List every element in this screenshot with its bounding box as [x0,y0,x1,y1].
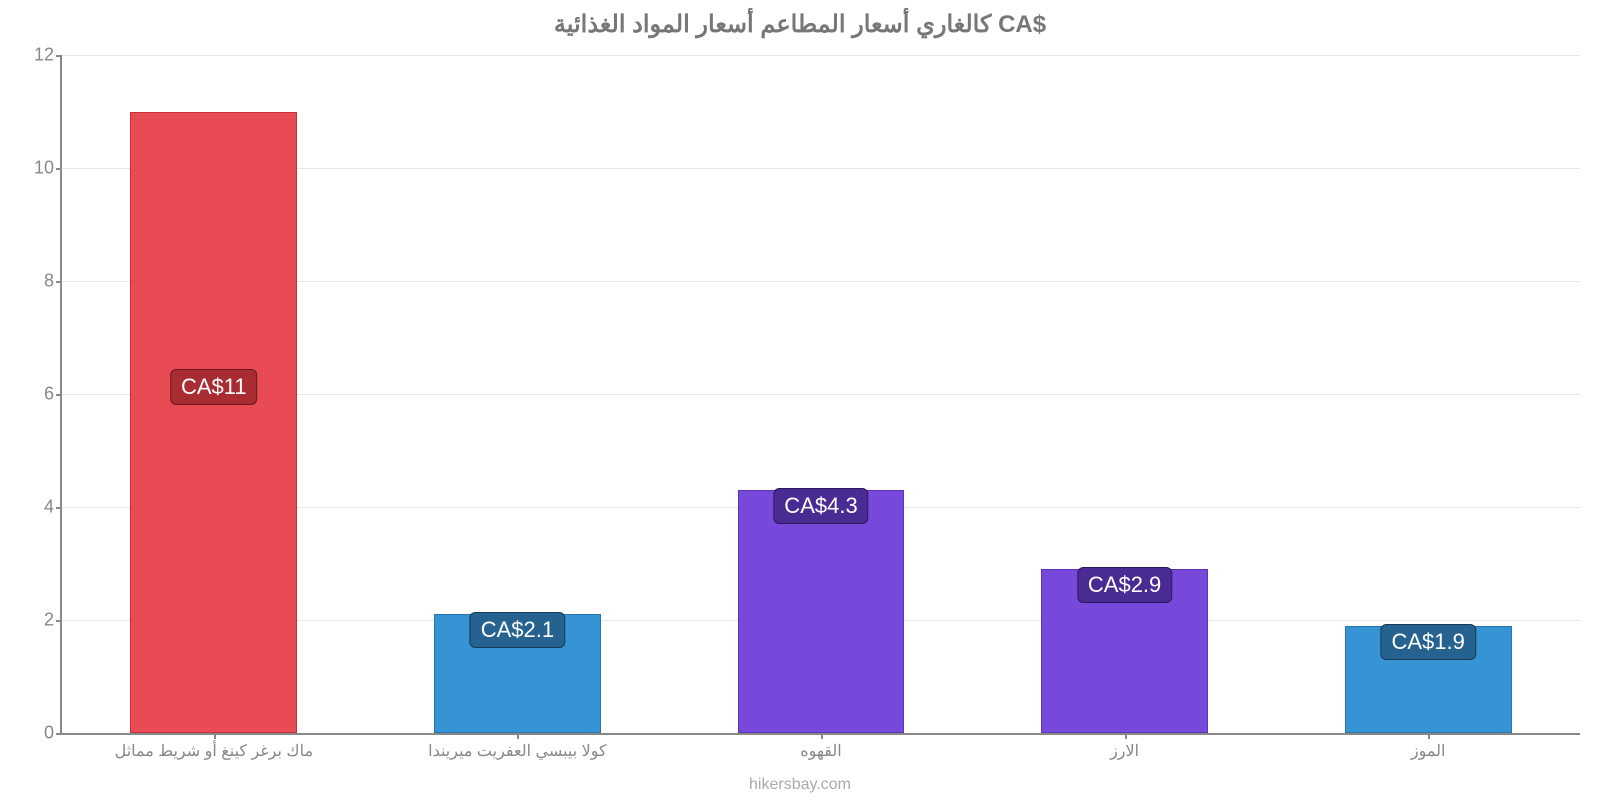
y-tick-label: 2 [44,610,62,631]
y-tick-label: 10 [34,158,62,179]
y-tick-label: 6 [44,384,62,405]
y-tick-label: 12 [34,45,62,66]
x-tick-label: الارز [1110,733,1139,761]
chart-container: كالغاري أسعار المطاعم أسعار المواد الغذا… [0,0,1600,800]
chart-title: كالغاري أسعار المطاعم أسعار المواد الغذا… [0,0,1600,39]
bar-value-label: CA$2.9 [1077,567,1172,603]
y-tick-label: 0 [44,723,62,744]
bar-value-label: CA$4.3 [773,488,868,524]
bar-value-label: CA$11 [170,369,258,405]
x-tick-label: كولا بيبسي العفريت ميريندا [428,733,607,761]
grid-line [62,55,1580,56]
bar-value-label: CA$2.1 [470,612,565,648]
bar-value-label: CA$1.9 [1380,624,1475,660]
y-tick-label: 8 [44,271,62,292]
bar [130,112,297,734]
plot-area: 024681012CA$11ماك برغر كينغ أو شريط مماث… [60,55,1580,735]
bar [738,490,905,733]
x-tick-label: الموز [1411,733,1446,761]
y-tick-label: 4 [44,497,62,518]
x-tick-label: القهوه [800,733,841,761]
x-tick-label: ماك برغر كينغ أو شريط مماثل [115,733,313,761]
chart-footer: hikersbay.com [0,776,1600,794]
